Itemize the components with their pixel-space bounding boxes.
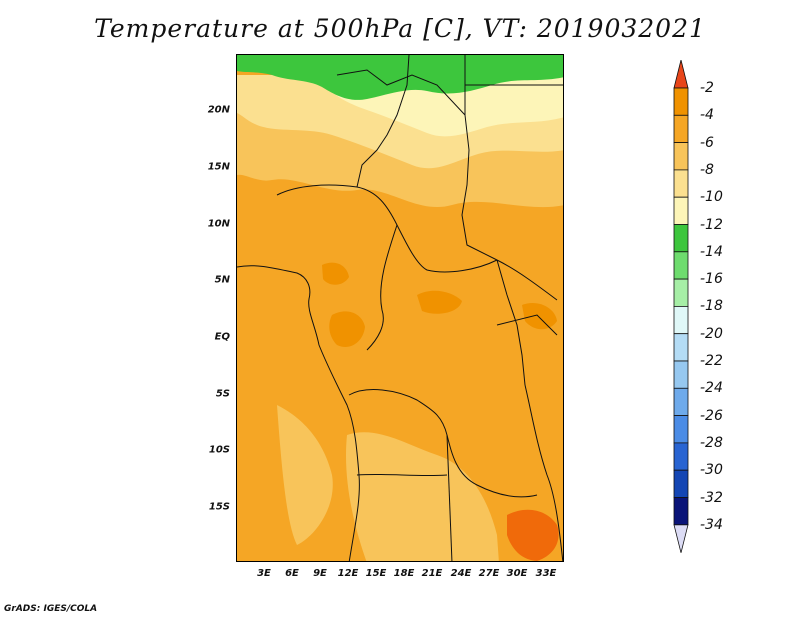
lon-tick-label: 9E (313, 568, 327, 579)
colorbar-box (673, 169, 689, 198)
colorbar-box (673, 360, 689, 389)
lat-tick-label: 5N (214, 274, 230, 286)
colorbar-tick-label: -26 (700, 407, 723, 424)
lon-tick-label: 6E (285, 568, 299, 579)
colorbar-box (673, 305, 689, 335)
lat-tick-label: 10N (207, 218, 230, 230)
colorbar-box (673, 387, 689, 416)
field-warm-congo-1 (417, 290, 462, 314)
colorbar-arrow-bottom (673, 524, 689, 553)
credit-text: GrADS: IGES/COLA (4, 604, 98, 614)
country-borders (237, 55, 563, 561)
lat-tick-label: 10S (208, 444, 230, 456)
lon-tick-label: 30E (506, 568, 528, 579)
colorbar-tick-label: -10 (700, 189, 723, 206)
colorbar-box (673, 278, 689, 307)
colorbar-tick-label: -8 (700, 161, 714, 178)
colorbar-box (673, 469, 689, 498)
colorbar-box (673, 333, 689, 362)
colorbar-box (673, 442, 689, 471)
temperature-map (237, 55, 563, 561)
lon-tick-label: 33E (535, 568, 557, 579)
colorbar-box (673, 196, 689, 225)
colorbar-tick-label: -14 (700, 243, 723, 260)
map-panel (236, 54, 564, 562)
colorbar-tick-label: -30 (700, 462, 723, 479)
colorbar-tick-label: -28 (700, 434, 723, 451)
colorbar-box (673, 114, 689, 143)
colorbar-box (673, 224, 689, 253)
field-warm-gabon (329, 311, 365, 347)
lon-tick-label: 18E (393, 568, 415, 579)
colorbar-tick-label: -18 (700, 298, 723, 315)
colorbar-tick-label: -12 (700, 216, 723, 233)
lat-tick-label: 20N (207, 104, 230, 116)
colorbar-box (673, 497, 689, 526)
field-warm-cameroon (322, 262, 349, 285)
colorbar-box (673, 415, 689, 444)
field-warm-se (507, 509, 559, 561)
colorbar-arrow-top (673, 60, 689, 89)
colorbar-box (673, 142, 689, 171)
lon-tick-label: 21E (421, 568, 443, 579)
field-south-light (346, 432, 499, 561)
lat-tick-label: 15S (208, 501, 230, 513)
field-warm-east (522, 302, 557, 330)
lon-tick-label: 15E (365, 568, 387, 579)
lon-tick-label: 12E (337, 568, 359, 579)
lat-tick-label: EQ (214, 331, 230, 343)
colorbar-box (673, 251, 689, 280)
field-band-14-to-12 (237, 55, 563, 100)
colorbar (673, 60, 689, 553)
colorbar-tick-label: -16 (700, 271, 723, 288)
lat-tick-label: 5S (215, 388, 230, 400)
colorbar-tick-label: -22 (700, 353, 723, 369)
colorbar-tick-label: -20 (700, 325, 723, 342)
colorbar-tick-label: -24 (700, 380, 723, 397)
lon-tick-label: 27E (478, 568, 500, 579)
lon-tick-label: 3E (257, 568, 271, 579)
chart-title: Temperature at 500hPa [C], VT: 201903202… (94, 14, 706, 43)
colorbar-tick-label: -34 (700, 516, 723, 533)
colorbar-tick-label: -2 (700, 80, 714, 96)
lon-tick-label: 24E (450, 568, 472, 579)
colorbar-tick-label: -32 (700, 489, 723, 506)
lat-tick-label: 15N (207, 161, 230, 173)
colorbar-tick-label: -6 (700, 134, 714, 151)
colorbar-box (673, 87, 689, 116)
colorbar-tick-label: -4 (700, 107, 714, 124)
field-west-light (277, 405, 333, 545)
